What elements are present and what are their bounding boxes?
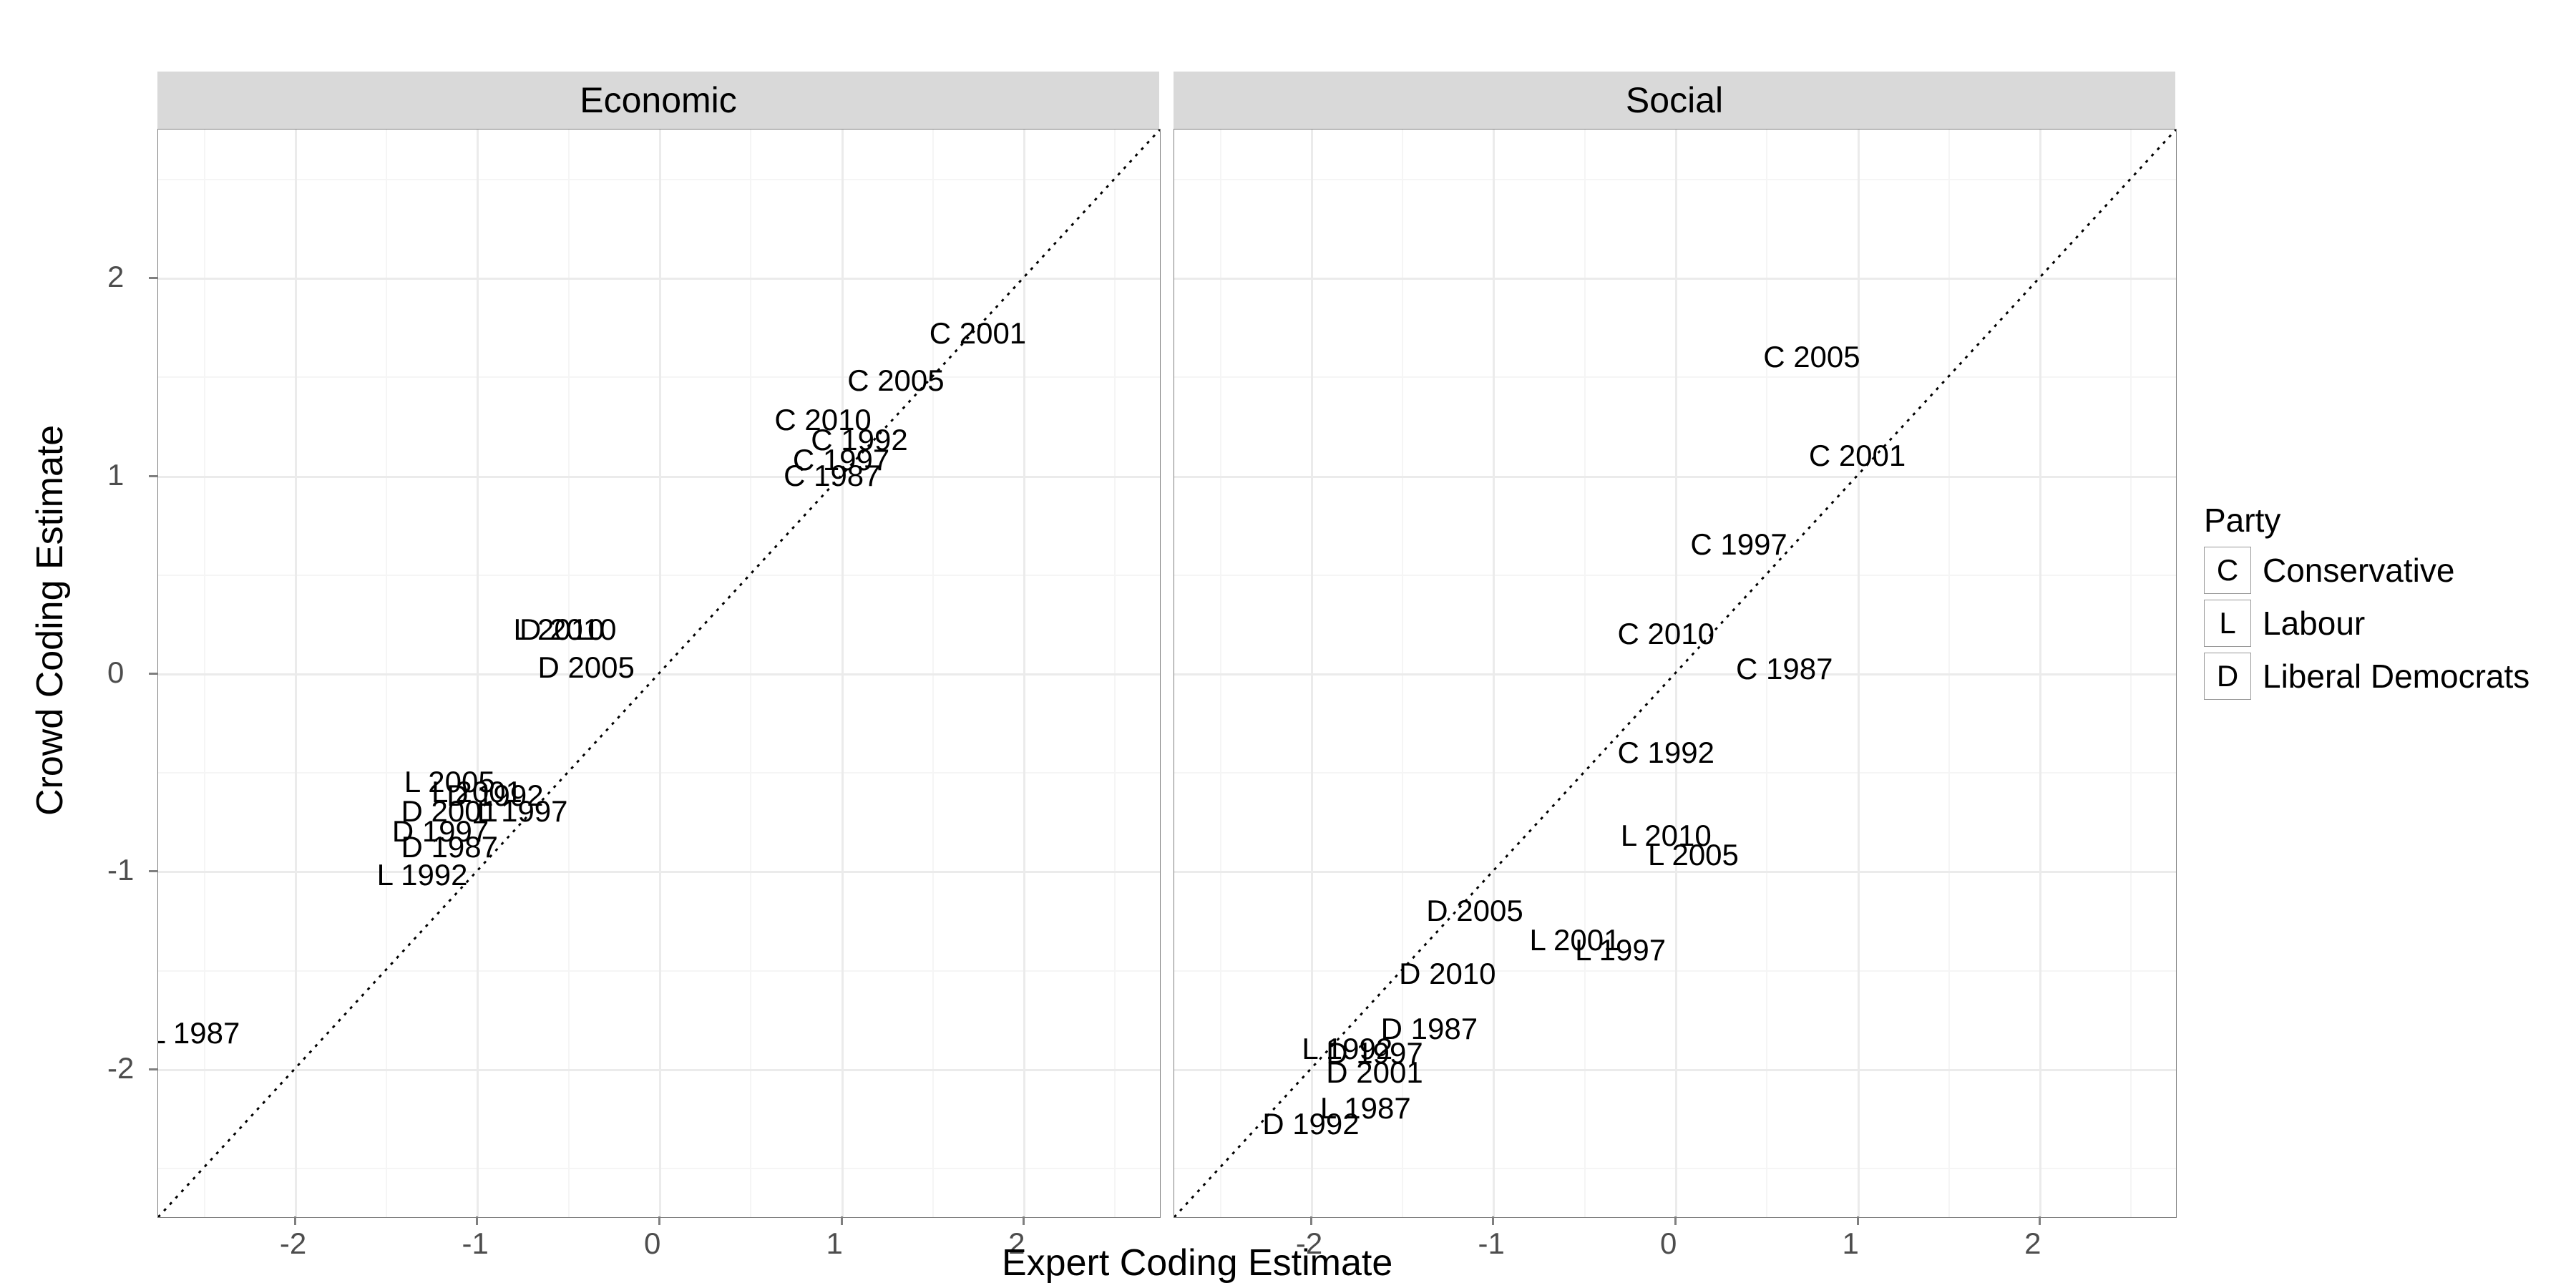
x-tick-label: 0 bbox=[644, 1226, 660, 1261]
data-point-label: C 1987 bbox=[1736, 652, 1833, 686]
legend-label: Conservative bbox=[2263, 551, 2454, 590]
y-tick-mark bbox=[149, 870, 157, 872]
data-point-label: L 1992 bbox=[377, 858, 468, 892]
x-tick-label: 1 bbox=[826, 1226, 843, 1261]
data-point-label: C 2001 bbox=[1809, 439, 1906, 473]
data-point-label: C 1992 bbox=[1618, 736, 1714, 770]
x-tick-mark bbox=[1857, 1216, 1859, 1225]
gridline bbox=[158, 278, 1160, 280]
chart-container: Crowd Coding Estimate EconomicC 2001C 20… bbox=[0, 0, 2576, 1288]
y-tick-mark bbox=[149, 277, 157, 279]
legend-key: D bbox=[2204, 653, 2251, 700]
x-tick-mark bbox=[2039, 1216, 2041, 1225]
gridline bbox=[1174, 673, 2176, 675]
x-axis-label: Expert Coding Estimate bbox=[1002, 1241, 1392, 1284]
x-tick-mark bbox=[476, 1216, 478, 1225]
y-axis-label: Crowd Coding Estimate bbox=[29, 458, 72, 816]
data-point-label: C 2005 bbox=[1763, 340, 1860, 374]
y-tick-label: 0 bbox=[107, 655, 124, 690]
data-point-label: D 2005 bbox=[1426, 894, 1523, 928]
x-tick-mark bbox=[1492, 1216, 1494, 1225]
gridline bbox=[1023, 130, 1025, 1217]
gridline bbox=[1858, 130, 1860, 1217]
x-tick-mark bbox=[841, 1216, 843, 1225]
x-tick-mark bbox=[1310, 1216, 1312, 1225]
y-tick-mark bbox=[149, 475, 157, 477]
data-point-label: C 2001 bbox=[930, 316, 1026, 351]
legend-label: Labour bbox=[2263, 604, 2365, 643]
legend-label: Liberal Democrats bbox=[2263, 657, 2529, 696]
y-tick-mark bbox=[149, 673, 157, 675]
legend-key: L bbox=[2204, 600, 2251, 647]
x-tick-label: 2 bbox=[2024, 1226, 2041, 1261]
y-tick-label: -1 bbox=[107, 853, 134, 887]
data-point-label: L 1987 bbox=[157, 1016, 240, 1050]
data-point-label: D 1992 bbox=[1262, 1107, 1359, 1141]
gridline bbox=[841, 130, 844, 1217]
legend-key: C bbox=[2204, 547, 2251, 594]
gridline bbox=[158, 476, 1160, 478]
y-tick-label: 2 bbox=[107, 260, 124, 294]
data-point-label: L 1997 bbox=[477, 794, 568, 829]
panel-strip: Economic bbox=[157, 72, 1159, 129]
data-point-label: C 1997 bbox=[1690, 527, 1787, 562]
x-tick-label: 0 bbox=[1660, 1226, 1677, 1261]
x-tick-label: -1 bbox=[462, 1226, 488, 1261]
legend-item: C Conservative bbox=[2204, 547, 2529, 594]
data-point-label: L 2005 bbox=[1648, 838, 1739, 872]
y-tick-label: -2 bbox=[107, 1051, 134, 1085]
data-point-label: C 1987 bbox=[784, 459, 880, 493]
gridline bbox=[1174, 278, 2176, 280]
x-tick-mark bbox=[1674, 1216, 1677, 1225]
legend-title: Party bbox=[2204, 501, 2529, 540]
legend-item: D Liberal Democrats bbox=[2204, 653, 2529, 700]
y-tick-mark bbox=[149, 1068, 157, 1070]
y-tick-label: 1 bbox=[107, 458, 124, 492]
x-tick-mark bbox=[1023, 1216, 1025, 1225]
data-point-label: L 2010 bbox=[514, 613, 605, 647]
x-tick-label: -2 bbox=[280, 1226, 306, 1261]
gridline bbox=[2039, 130, 2041, 1217]
data-point-label: C 2010 bbox=[1618, 617, 1714, 651]
chart-panel: C 2005 C 2001 C 1997 C 2010 C 1987 C 1992 L 20… bbox=[1174, 129, 2177, 1218]
data-point-label: D 2010 bbox=[1399, 957, 1496, 991]
data-point-label: D 2001 bbox=[1326, 1055, 1423, 1090]
gridline bbox=[158, 673, 1160, 675]
legend-item: L Labour bbox=[2204, 600, 2529, 647]
x-tick-label: -1 bbox=[1478, 1226, 1504, 1261]
x-tick-label: 1 bbox=[1843, 1226, 1859, 1261]
x-tick-mark bbox=[658, 1216, 660, 1225]
chart-panel: C 2001C 2005C 2010C 1992C 1997C 1987D 20… bbox=[157, 129, 1161, 1218]
panel-strip: Social bbox=[1174, 72, 2175, 129]
gridline bbox=[1174, 476, 2176, 478]
data-point-label: D 2005 bbox=[537, 650, 634, 685]
x-tick-mark bbox=[294, 1216, 296, 1225]
legend: Party C Conservative L Labour D Liberal Democ… bbox=[2204, 501, 2529, 706]
data-point-label: L 1997 bbox=[1575, 933, 1666, 967]
data-point-label: C 2005 bbox=[847, 364, 944, 398]
legend-items: C Conservative L Labour D Liberal Democrats bbox=[2204, 547, 2529, 700]
